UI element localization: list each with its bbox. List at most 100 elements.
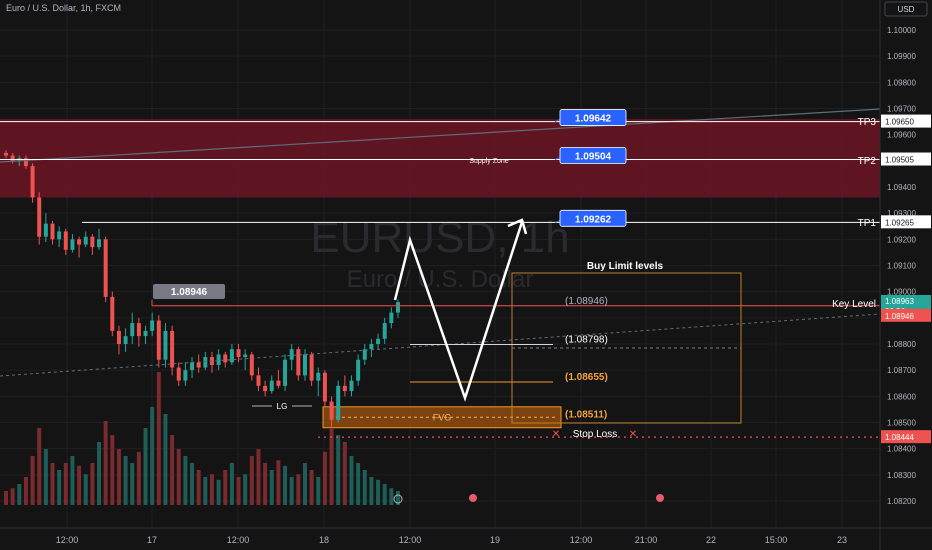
key-price-tag	[153, 284, 225, 299]
time-tick: 18	[319, 535, 329, 545]
buy-limit-title: Buy Limit levels	[587, 261, 664, 272]
candle	[322, 370, 327, 407]
flag-icon[interactable]	[469, 494, 477, 502]
volume-bar	[97, 442, 102, 505]
candle	[37, 192, 42, 245]
tp3-tag-text: 1.09642	[575, 114, 612, 125]
candle	[97, 228, 102, 250]
candle-body	[23, 158, 28, 167]
candle-body	[322, 372, 327, 402]
candle-body	[176, 367, 181, 381]
volume-bar	[256, 449, 261, 505]
candle	[77, 236, 82, 258]
time-tick: 12:00	[227, 535, 250, 545]
volume-bar	[362, 470, 367, 505]
candle	[236, 344, 241, 363]
volume-bar	[10, 488, 15, 505]
candle-body	[369, 344, 374, 350]
candle	[196, 354, 201, 373]
price-tick: 1.08700	[887, 366, 916, 375]
candle-body	[276, 380, 281, 386]
volume-bar	[90, 463, 95, 505]
candle	[296, 346, 301, 381]
candle	[30, 163, 35, 203]
volume-bar	[23, 477, 28, 505]
volume-bar	[57, 470, 62, 505]
candle	[349, 375, 354, 397]
tp3-badge-text: 1.09650	[885, 118, 914, 127]
candle	[389, 307, 394, 329]
candle-body	[223, 354, 228, 363]
candle	[156, 315, 161, 368]
candle	[316, 367, 321, 397]
candle-body	[236, 349, 241, 358]
candle-body	[37, 197, 42, 237]
trend-line-upper	[0, 108, 881, 163]
tp2-badge-text: 1.09505	[885, 156, 914, 165]
volume-bar	[50, 463, 55, 505]
time-tick: 12:00	[56, 535, 79, 545]
volume-bar	[43, 449, 48, 505]
candle	[396, 299, 400, 318]
candle-body	[90, 236, 95, 248]
candle-body	[4, 152, 8, 156]
volume-bar	[17, 484, 22, 505]
candle-body	[143, 330, 148, 337]
sl-badge-text: 1.08444	[885, 433, 914, 442]
volume-bar	[236, 477, 241, 505]
candle	[103, 236, 108, 303]
candle	[163, 323, 168, 368]
candle-body	[376, 338, 381, 344]
candle	[203, 351, 208, 371]
volume-bar	[276, 460, 281, 505]
volume-bar	[302, 463, 307, 505]
candle-body	[83, 236, 88, 245]
candle	[90, 234, 95, 256]
volume-bar	[116, 449, 121, 505]
candle-body	[283, 359, 288, 386]
tp1-badge-text: 1.09265	[885, 218, 914, 227]
tp3-tag	[559, 109, 627, 126]
volume-bar	[216, 479, 221, 505]
lightning-icon[interactable]	[393, 494, 403, 504]
tp3-label: TP3	[858, 117, 877, 128]
volume-bar	[223, 470, 228, 505]
candle-body	[183, 370, 188, 381]
price-tick: 1.09100	[887, 262, 916, 271]
candle	[249, 351, 254, 381]
candle-body	[57, 231, 62, 240]
time-tick: 21:00	[635, 535, 658, 545]
volume-bar	[136, 451, 141, 505]
volume-bar	[289, 477, 294, 505]
time-tick: 12:00	[570, 535, 593, 545]
symbol-title: Euro / U.S. Dollar, 1h, FXCM	[6, 3, 121, 13]
candle	[183, 362, 188, 386]
price-tick: 1.09200	[887, 235, 916, 244]
volume-bar	[150, 407, 155, 505]
sl-badge	[881, 430, 931, 444]
candle	[116, 325, 121, 355]
candle	[23, 155, 28, 169]
candle	[336, 380, 341, 423]
candle	[4, 150, 8, 159]
currency-button[interactable]	[884, 1, 928, 17]
candle-body	[77, 239, 82, 245]
candle-body	[123, 336, 128, 344]
candle-body	[156, 320, 161, 360]
candle-body	[263, 385, 268, 392]
volume-bar	[110, 435, 115, 505]
flag-icon[interactable]	[656, 494, 664, 502]
candle-body	[70, 239, 75, 250]
time-tick: 17	[147, 535, 157, 545]
volume-bar	[243, 474, 248, 505]
candle-body	[130, 323, 135, 337]
fvg-box	[322, 406, 562, 429]
volume-bar	[382, 484, 387, 505]
candle-body	[336, 385, 341, 420]
grid	[0, 0, 880, 528]
volume-bar	[163, 414, 168, 505]
candle-body	[203, 357, 208, 368]
candle	[302, 349, 307, 381]
candle-body	[302, 354, 307, 376]
